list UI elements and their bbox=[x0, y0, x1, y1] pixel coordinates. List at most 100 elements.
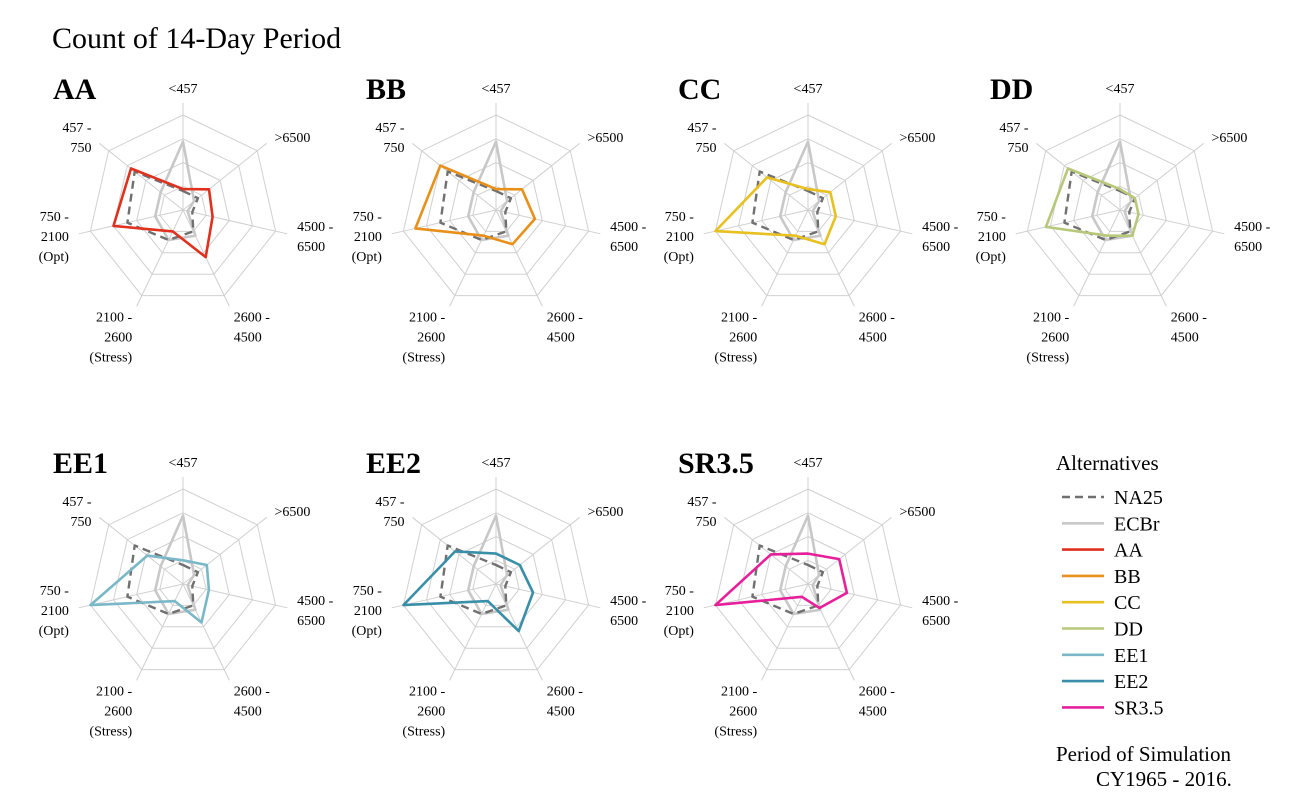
axis-label-line: 457 - bbox=[62, 121, 92, 136]
axis-label-line: 750 - bbox=[665, 584, 695, 599]
axis-label-line: 2100 bbox=[354, 604, 382, 619]
axis-label-line: 6500 bbox=[922, 240, 950, 255]
axis-label: >6500 bbox=[275, 131, 311, 146]
axis-label-line: 4500 - bbox=[922, 594, 959, 609]
axis-label-line: 750 - bbox=[977, 210, 1007, 225]
axis-label: >6500 bbox=[275, 505, 311, 520]
legend-label-ee2: EE2 bbox=[1114, 671, 1148, 693]
axis-label-line: 4500 bbox=[859, 704, 887, 719]
grid-ring bbox=[761, 535, 855, 628]
axis-label: 2100 - 2600 (Stress) bbox=[89, 310, 132, 365]
axis-label-line: 750 bbox=[71, 515, 92, 530]
axis-label-line: 4500 - bbox=[922, 220, 959, 235]
grid-spoke bbox=[723, 516, 809, 585]
grid-ring bbox=[1049, 138, 1191, 275]
grid-ring bbox=[737, 138, 879, 275]
axis-label-line: 457 - bbox=[687, 121, 717, 136]
axis-label-line: >6500 bbox=[275, 505, 311, 520]
axis-label: 457 - 750 bbox=[62, 121, 92, 156]
axis-label-line: 4500 - bbox=[1234, 220, 1271, 235]
grid-ring bbox=[472, 185, 520, 232]
grid-ring bbox=[714, 488, 902, 671]
axis-label: 2100 - 2600 (Stress) bbox=[714, 684, 757, 739]
axis-label: 457 - 750 bbox=[375, 121, 405, 156]
axis-label-line: 2600 bbox=[104, 330, 132, 345]
grid-spoke bbox=[1073, 209, 1121, 307]
series-sr35 bbox=[714, 552, 849, 610]
series-cc bbox=[714, 176, 838, 246]
axis-label-line: (Stress) bbox=[714, 724, 757, 739]
legend-title: Alternatives bbox=[1056, 451, 1159, 475]
axis-label: 4500 - 6500 bbox=[297, 594, 334, 629]
grid-spoke bbox=[807, 209, 913, 235]
axis-label-line: (Opt) bbox=[976, 250, 1007, 265]
axis-label: 2100 - 2600 (Stress) bbox=[402, 684, 445, 739]
grid-ring bbox=[472, 559, 520, 606]
axis-label-line: 750 - bbox=[665, 210, 695, 225]
axis-label: 2100 - 2600 (Stress) bbox=[714, 310, 757, 365]
grid-ring bbox=[112, 512, 254, 649]
grid-ring bbox=[449, 535, 543, 628]
axis-label: 2100 - 2600 (Stress) bbox=[89, 684, 132, 739]
grid-ring bbox=[402, 488, 590, 671]
grid-spoke bbox=[1035, 142, 1121, 211]
axis-label-line: 750 - bbox=[353, 210, 383, 225]
axis-label: 750 - 2100 (Opt) bbox=[664, 584, 695, 639]
series-ecbr bbox=[1090, 140, 1134, 242]
axis-label-line: (Opt) bbox=[352, 624, 383, 639]
axis-label-line: 4500 bbox=[234, 704, 262, 719]
panel-title: EE2 bbox=[366, 447, 421, 480]
axis-label-line: (Opt) bbox=[664, 624, 695, 639]
axis-label-line: <457 bbox=[482, 456, 511, 471]
grid-ring bbox=[784, 559, 832, 606]
axis-label: 457 - 750 bbox=[999, 121, 1029, 156]
series-ee2 bbox=[402, 550, 535, 633]
axis-label-line: (Opt) bbox=[39, 624, 70, 639]
axis-label: 2600 - 4500 bbox=[859, 310, 896, 345]
series-aa bbox=[112, 167, 214, 259]
footer-line-1: Period of Simulation bbox=[1056, 742, 1231, 766]
axis-label-line: 750 bbox=[696, 141, 717, 156]
axis-label-line: 2600 bbox=[729, 330, 757, 345]
axis-label-line: 6500 bbox=[610, 614, 638, 629]
radar-panel-cc: CC <457 >6500 4500 - 6500 2600 - 4500 2100 - 260… bbox=[664, 73, 959, 365]
panel-title: DD bbox=[990, 73, 1033, 106]
axis-label: <457 bbox=[794, 456, 823, 471]
axis-label: 2600 - 4500 bbox=[234, 684, 270, 719]
series-na25 bbox=[1063, 170, 1137, 242]
axis-label-line: 2100 bbox=[666, 230, 694, 245]
series-ee1 bbox=[89, 554, 211, 624]
axis-label-line: 2600 - bbox=[1171, 310, 1208, 325]
axis-label: 750 - 2100 (Opt) bbox=[39, 210, 70, 265]
axis-label-line: 6500 bbox=[297, 240, 325, 255]
grid-spoke bbox=[182, 209, 288, 235]
axis-label: 2600 - 4500 bbox=[859, 684, 896, 719]
axis-label-line: 4500 - bbox=[610, 220, 647, 235]
axis-label-line: 2100 - bbox=[721, 310, 758, 325]
axis-label-line: 2100 bbox=[41, 230, 69, 245]
axis-label-line: 2600 bbox=[417, 330, 445, 345]
axis-label: >6500 bbox=[588, 131, 624, 146]
axis-label-line: >6500 bbox=[900, 131, 936, 146]
series-ecbr bbox=[778, 514, 822, 616]
axis-label-line: (Stress) bbox=[402, 724, 445, 739]
axis-label-line: 4500 bbox=[1171, 330, 1199, 345]
axis-label: 2600 - 4500 bbox=[547, 310, 584, 345]
axis-label: 750 - 2100 (Opt) bbox=[352, 584, 383, 639]
axis-label: 457 - 750 bbox=[687, 495, 717, 530]
grid-ring bbox=[159, 185, 207, 232]
grid-ring bbox=[761, 161, 855, 254]
grid-ring bbox=[737, 512, 879, 649]
axis-label-line: 2100 bbox=[978, 230, 1006, 245]
axis-label-line: 2100 - bbox=[409, 310, 446, 325]
grid-spoke bbox=[78, 209, 184, 235]
axis-label-line: <457 bbox=[169, 82, 198, 97]
axis-label-line: 2600 bbox=[729, 704, 757, 719]
grid-ring bbox=[784, 185, 832, 232]
axis-label: 2600 - 4500 bbox=[1171, 310, 1208, 345]
axis-label: 457 - 750 bbox=[375, 495, 405, 530]
grid-ring bbox=[1026, 114, 1214, 297]
grid-ring bbox=[1096, 185, 1144, 232]
axis-label: 4500 - 6500 bbox=[297, 220, 334, 255]
axis-label-line: 6500 bbox=[297, 614, 325, 629]
